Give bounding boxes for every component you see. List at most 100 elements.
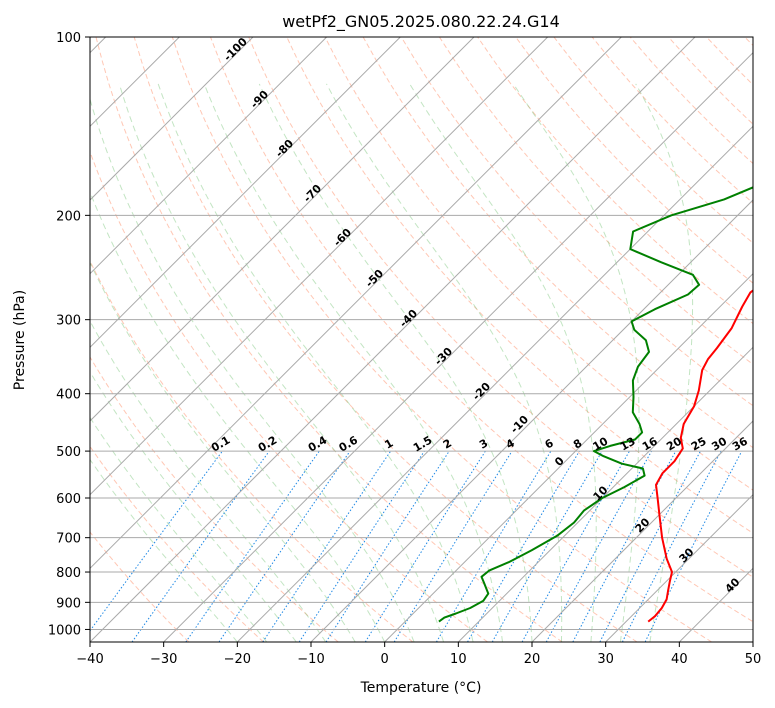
dry-adiabat — [210, 37, 753, 623]
y-tick-label: 200 — [56, 209, 81, 224]
moist-adiabat — [90, 370, 297, 642]
mixing-ratio-line — [218, 450, 351, 642]
mixing-ratio-line — [262, 450, 392, 642]
x-tick-label: 40 — [671, 652, 688, 667]
dewpoint-line — [438, 186, 753, 623]
mixing-ratio-line — [599, 450, 701, 642]
mixing-ratio-line — [185, 450, 320, 642]
mixing-ratio-line — [545, 450, 653, 642]
mixing-ratio-line — [435, 450, 552, 642]
plot-area: -100-90-80-70-60-50-40-30-20-10010203040… — [90, 35, 753, 642]
x-tick-label: 50 — [745, 652, 762, 667]
y-axis-label: Pressure (hPa) — [12, 290, 28, 390]
x-tick-label: −20 — [224, 652, 251, 667]
dry-adiabats — [90, 37, 753, 642]
isotherm-line — [90, 37, 254, 201]
sounding-series — [438, 186, 753, 623]
isotherm-line — [90, 37, 328, 275]
moist-adiabat — [90, 261, 356, 642]
x-tick-label: −40 — [76, 652, 103, 667]
isotherm-line — [531, 420, 753, 642]
dry-adiabat — [90, 150, 488, 642]
chart-title: wetPf2_GN05.2025.080.22.24.G14 — [282, 12, 560, 32]
y-axis: 100 200 300 400 500 600 700 800 900 1000 — [48, 31, 90, 638]
y-tick-label: 100 — [56, 31, 81, 46]
dry-adiabat — [362, 37, 753, 449]
isotherm-label: -70 — [301, 182, 324, 205]
mixing-ratio-line — [621, 450, 722, 642]
isotherm-line — [236, 125, 753, 642]
moist-adiabat — [258, 83, 533, 642]
moist-adiabat — [157, 83, 474, 642]
isotherm-line — [163, 51, 753, 642]
isotherms — [90, 37, 753, 642]
y-tick-label: 400 — [56, 388, 81, 403]
dry-adiabat — [90, 356, 339, 642]
isotherm-line — [678, 567, 753, 642]
isotherm-line — [90, 37, 549, 496]
x-tick-label: 0 — [381, 652, 389, 667]
mixing-ratio-label: 2 — [441, 437, 454, 452]
isotherm-line — [457, 346, 753, 642]
dry-adiabat — [171, 37, 712, 642]
moist-adiabat — [90, 97, 415, 642]
dry-adiabat — [95, 37, 563, 642]
mixing-ratio-line — [325, 450, 450, 642]
dry-adiabat — [515, 37, 753, 284]
moist-adiabat — [512, 83, 640, 642]
line-labels: -100-90-80-70-60-50-40-30-20-10010203040… — [209, 35, 750, 596]
dry-adiabat — [744, 37, 753, 47]
mixing-ratio-line — [364, 450, 486, 642]
x-axis-label: Temperature (°C) — [360, 680, 482, 696]
moist-adiabat — [118, 83, 445, 642]
isotherm-label: 30 — [677, 545, 697, 565]
mixing-ratio-label: 4 — [504, 436, 517, 451]
dry-adiabat — [438, 37, 753, 366]
isotherm-label: -30 — [432, 345, 455, 368]
mixing-ratio-lines — [90, 450, 743, 642]
dry-adiabat — [133, 37, 638, 642]
moist-adiabat — [635, 83, 694, 642]
mixing-ratio-label: 1 — [382, 437, 395, 452]
plot-frame — [89, 36, 754, 643]
isotherm-label: 10 — [591, 483, 611, 503]
x-axis: −40 −30 −20 −10 0 10 20 30 40 50 — [76, 642, 761, 667]
isotherm-line — [90, 37, 696, 642]
temperature-line — [647, 289, 753, 623]
moist-adiabat — [90, 320, 327, 642]
x-tick-label: −10 — [297, 652, 324, 667]
isotherm-line — [90, 37, 622, 570]
isotherm-label: -60 — [331, 226, 354, 249]
mixing-ratio-line — [298, 450, 425, 642]
isotherm-label: -20 — [470, 380, 493, 403]
y-tick-label: 700 — [56, 532, 81, 547]
dry-adiabat — [706, 37, 753, 86]
dry-adiabat — [400, 37, 753, 407]
mixing-ratio-line — [131, 450, 270, 642]
x-tick-label: 10 — [450, 652, 467, 667]
moist-adiabat — [90, 458, 238, 642]
isotherm-label: -100 — [221, 35, 250, 64]
x-tick-label: 30 — [597, 652, 614, 667]
mixing-ratio-line — [467, 450, 580, 642]
isotherm-label: -40 — [397, 307, 420, 330]
isotherm-line — [752, 641, 753, 642]
mixing-ratio-line — [644, 450, 743, 642]
dry-adiabat — [90, 259, 414, 642]
isotherm-label: -90 — [248, 88, 271, 111]
isotherm-label: -80 — [273, 137, 296, 160]
y-tick-label: 500 — [56, 445, 81, 460]
isotherm-label: -10 — [508, 413, 531, 436]
isotherm-label: 20 — [633, 515, 653, 535]
y-tick-label: 300 — [56, 314, 81, 329]
y-tick-label: 800 — [56, 566, 81, 581]
y-tick-label: 600 — [56, 492, 81, 507]
isotherm-line — [90, 37, 475, 422]
isotherm-line — [384, 272, 753, 642]
mixing-ratio-line — [393, 450, 513, 642]
y-tick-label: 1000 — [48, 623, 81, 638]
moist-adiabat — [326, 83, 563, 642]
y-tick-label: 900 — [56, 596, 81, 611]
x-tick-label: −30 — [150, 652, 177, 667]
